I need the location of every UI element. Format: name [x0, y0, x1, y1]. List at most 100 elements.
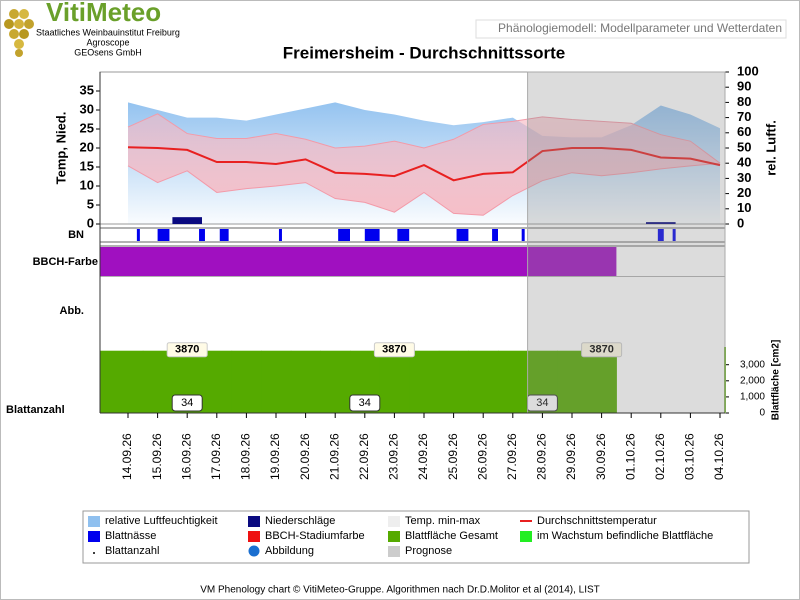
x-tick-label: 25.09.26	[446, 433, 460, 480]
y2-tick-label: 20	[737, 185, 751, 200]
legend-swatch	[388, 516, 400, 527]
x-tick-label: 19.09.26	[268, 433, 282, 480]
institute: GEOsens GmbH	[74, 47, 142, 57]
legend-swatch	[388, 531, 400, 542]
y-tick-label: 10	[80, 177, 94, 192]
leaf-wetness	[219, 229, 229, 241]
header-box	[475, 19, 787, 39]
temp-extreme-line	[127, 162, 721, 216]
leaf-y-tick-label: 3,000	[740, 359, 765, 370]
legend-box	[82, 510, 750, 564]
x-tick-label: 03.10.26	[683, 433, 697, 480]
institute: Agroscope	[86, 37, 129, 47]
bbch-label: BBCH-Farbe	[33, 256, 98, 268]
header-title: Phänologiemodell: Modellparameter und We…	[498, 21, 782, 35]
y2-tick-label: 60	[737, 124, 751, 139]
institute: Staatliches Weinbauinstitut Freiburg	[36, 27, 180, 37]
bbch-bar	[100, 247, 617, 276]
legend-label: im Wachstum befindliche Blattfläche	[537, 530, 713, 542]
y-tick-label: 0	[87, 215, 94, 230]
value-label-box	[349, 394, 381, 412]
y2-tick-label: 40	[737, 155, 751, 170]
x-tick-label: 21.09.26	[327, 433, 341, 480]
x-tick-label: 30.09.26	[594, 433, 608, 480]
y-tick-label: 5	[87, 196, 94, 211]
x-tick-label: 29.09.26	[564, 433, 578, 480]
leaf-area	[320, 350, 351, 413]
legend-label: Blattfläche Gesamt	[405, 530, 498, 542]
leaf-axis-label: Blattfläche [cm2]	[771, 340, 782, 421]
leaf-area	[261, 350, 292, 413]
x-tick-label: 28.09.26	[535, 433, 549, 480]
leaf-area	[100, 350, 144, 413]
value-label-box	[373, 342, 415, 358]
leaf-wetness	[157, 229, 170, 241]
leaf-area	[142, 350, 173, 413]
logo-text: VitiMeteo	[46, 0, 161, 27]
x-tick-label: 22.09.26	[357, 433, 371, 480]
leaf-count: 34	[181, 397, 193, 409]
legend-swatch	[248, 516, 260, 527]
x-tick-label: 16.09.26	[179, 433, 193, 480]
y2-tick-label: 100	[737, 63, 759, 78]
leaf-area-label: 3870	[175, 344, 199, 356]
y-axis-label: Temp, Nied.	[53, 112, 68, 185]
y2-tick-label: 10	[737, 200, 751, 215]
leaf-wetness	[657, 229, 664, 241]
leaf-area	[557, 350, 588, 413]
forecast-overlay	[527, 71, 726, 414]
leaf-area	[202, 350, 233, 413]
leaf-wetness	[338, 229, 350, 241]
y2-tick-label: 30	[737, 170, 751, 185]
abb-panel	[100, 277, 725, 347]
value-label-box	[166, 342, 208, 358]
legend-swatch	[248, 531, 260, 542]
x-tick-label: 01.10.26	[623, 433, 637, 480]
legend-label: Abbildung	[265, 545, 314, 557]
logo	[4, 9, 34, 57]
legend-swatch	[93, 552, 95, 554]
legend-swatch	[388, 546, 400, 557]
legend-label: Blattanzahl	[105, 545, 159, 557]
leaf-area	[438, 350, 469, 413]
y-tick-label: 15	[80, 158, 94, 173]
legend-swatch	[247, 544, 261, 558]
leaf-wetness	[397, 229, 410, 241]
value-label-box	[581, 342, 623, 358]
leaf-wetness	[672, 229, 676, 241]
leaf-wetness	[136, 229, 140, 241]
leaf-wetness	[521, 229, 525, 241]
x-tick-label: 18.09.26	[239, 433, 253, 480]
leaf-area	[290, 350, 321, 413]
leaf-area	[586, 350, 617, 413]
leaf-count: 34	[536, 397, 548, 409]
leaf-y-tick-label: 0	[759, 408, 765, 419]
y-tick-label: 20	[80, 139, 94, 154]
legend-label: BBCH-Stadiumfarbe	[265, 530, 365, 542]
leaf-area	[468, 350, 499, 413]
legend-label: relative Luftfeuchtigkeit	[105, 515, 218, 527]
x-tick-label: 24.09.26	[416, 433, 430, 480]
leaf-wetness	[199, 229, 205, 241]
leaf-area	[498, 350, 529, 413]
legend-label: Prognose	[405, 545, 452, 557]
footer: VM Phenology chart © VitiMeteo-Gruppe. A…	[200, 585, 600, 596]
precip-bar	[646, 222, 676, 224]
leaf-y-tick-label: 1,000	[740, 392, 765, 403]
leaf-wetness	[492, 229, 498, 241]
leaf-area-label: 3870	[589, 344, 613, 356]
leaf-wetness	[364, 229, 380, 241]
leaf-area	[409, 350, 440, 413]
y2-tick-label: 50	[737, 139, 751, 154]
leaf-area	[379, 350, 410, 413]
legend-swatch	[520, 531, 532, 542]
y2-axis-label: rel. Luftf.	[763, 120, 778, 176]
mean-temp-line	[127, 146, 721, 182]
value-label-box	[171, 394, 203, 412]
leaf-area-label: 3870	[382, 344, 406, 356]
legend-label: Durchschnittstemperatur	[537, 515, 657, 527]
y2-tick-label: 70	[737, 109, 751, 124]
y-tick-label: 35	[80, 82, 94, 97]
y-tick-label: 30	[80, 101, 94, 116]
